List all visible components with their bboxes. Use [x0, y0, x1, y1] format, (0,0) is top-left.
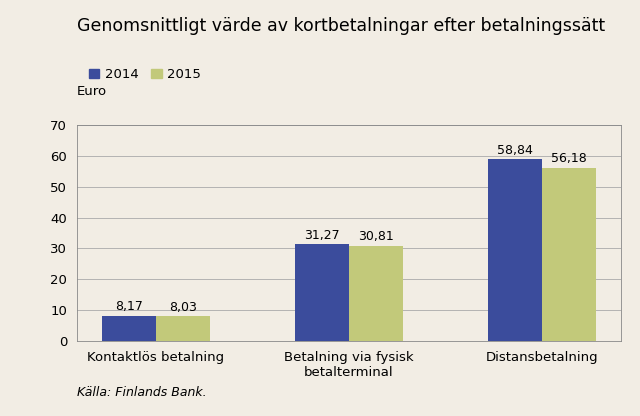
Bar [542, 168, 596, 341]
Text: 58,84: 58,84 [497, 144, 533, 157]
Text: 31,27: 31,27 [304, 229, 340, 242]
Bar [294, 245, 349, 341]
Bar [156, 316, 210, 341]
Text: 56,18: 56,18 [551, 152, 587, 165]
Text: Källa: Finlands Bank.: Källa: Finlands Bank. [77, 386, 207, 399]
Legend: 2014, 2015: 2014, 2015 [83, 63, 207, 86]
Text: 8,03: 8,03 [169, 301, 196, 314]
Bar [488, 159, 542, 341]
Text: Euro: Euro [77, 85, 107, 98]
Text: 8,17: 8,17 [115, 300, 143, 313]
Text: 30,81: 30,81 [358, 230, 394, 243]
Bar [349, 246, 403, 341]
Bar [102, 316, 156, 341]
Text: Genomsnittligt värde av kortbetalningar efter betalningssätt: Genomsnittligt värde av kortbetalningar … [77, 17, 605, 35]
